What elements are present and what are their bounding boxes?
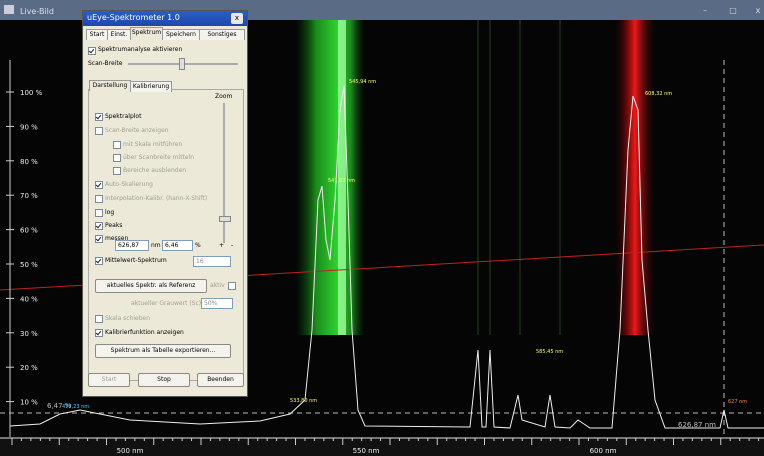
y-label: 30 %: [20, 330, 38, 338]
peak-label: 541,62 nm: [328, 178, 355, 184]
peak-label: 608,32 nm: [645, 91, 672, 97]
x-axis-strip: [0, 437, 764, 456]
spectrometer-dialog: uEye-Spektrometer 1.0 x Start Einst. Spe…: [82, 10, 248, 397]
window-title: Live-Bild: [20, 7, 54, 16]
checkbox[interactable]: [95, 127, 103, 135]
zoom-label: Zoom: [215, 93, 232, 100]
y-label: 100 %: [20, 89, 43, 97]
slider-thumb[interactable]: [179, 58, 185, 70]
y-label: 50 %: [20, 261, 38, 269]
unit: %: [195, 242, 201, 249]
checkbox[interactable]: [95, 257, 103, 265]
app-icon: [4, 5, 14, 14]
stop-button[interactable]: Stop: [138, 373, 190, 387]
x-label: 550 nm: [353, 447, 380, 455]
checkbox[interactable]: [95, 329, 103, 337]
red-band: [615, 20, 655, 335]
checkbox[interactable]: [95, 209, 103, 217]
label: Spektrumanalyse aktivieren: [98, 46, 182, 53]
x-label: 600 nm: [590, 447, 617, 455]
wavelength-input[interactable]: 626,87: [115, 240, 149, 251]
reference-button[interactable]: aktuelles Spektr. als Referenz: [95, 279, 207, 293]
option-label: Auto-Skalierung: [105, 181, 153, 188]
label: aktueller Grauwert (Sc): [131, 300, 201, 307]
label: aktiv: [210, 282, 225, 289]
zoom-thumb[interactable]: [219, 216, 231, 222]
screen: Live-Bild – □ x 100 % 90 % 80 % 70 % 60 % 50 …: [0, 0, 764, 456]
checkbox[interactable]: [95, 181, 103, 189]
unit: nm: [151, 242, 161, 249]
cursor-label: 627 nm: [728, 399, 747, 405]
subtab[interactable]: Kalibrierung: [130, 81, 172, 92]
option-label: Scan-Breite anzeigen: [105, 127, 169, 134]
checkbox[interactable]: [113, 141, 121, 149]
dialog-title: uEye-Spektrometer 1.0: [87, 13, 180, 22]
x-label: 500 nm: [117, 447, 144, 455]
option-label: log: [105, 209, 114, 216]
tab-active[interactable]: Spektrum: [130, 27, 163, 40]
option-label: Interpolation-Kalibr. (hann-X-Shift): [105, 195, 207, 202]
gray-select[interactable]: 50%: [201, 298, 233, 309]
maximize[interactable]: □: [729, 6, 737, 15]
label: Scan-Breite: [88, 60, 122, 67]
level-label: 6,47 %: [47, 402, 72, 410]
tab[interactable]: Einst.: [107, 29, 131, 40]
peak-label: 585,45 nm: [536, 349, 563, 355]
y-label: 40 %: [20, 295, 38, 303]
tab[interactable]: Start: [86, 29, 108, 40]
option-label: Bereiche ausblenden: [123, 167, 186, 174]
checkbox[interactable]: [113, 154, 121, 162]
checkbox[interactable]: [95, 195, 103, 203]
peak-label: 533,80 nm: [290, 398, 317, 404]
dialog-close[interactable]: x: [231, 13, 243, 24]
checkbox[interactable]: [228, 282, 236, 290]
subtab-active[interactable]: Darstellung: [89, 80, 131, 91]
export-button[interactable]: Spektrum als Tabelle exportieren...: [95, 344, 231, 358]
checkbox[interactable]: [88, 47, 96, 55]
y-label: 20 %: [20, 364, 38, 372]
label: Skala schieben: [105, 315, 150, 322]
option-label: Peaks: [105, 222, 122, 229]
checkbox[interactable]: [95, 315, 103, 323]
option-label: mit Skala mitführen: [123, 141, 182, 148]
tab[interactable]: Speichern: [162, 29, 200, 40]
y-label: 60 %: [20, 227, 38, 235]
cursor-readout: 626,87 nm: [678, 421, 716, 429]
label: Kalibrierfunktion anzeigen: [105, 329, 184, 336]
close[interactable]: x: [756, 6, 761, 15]
y-label: 70 %: [20, 192, 38, 200]
y-label: 90 %: [20, 123, 38, 131]
checkbox[interactable]: [95, 235, 103, 243]
y-label: 10 %: [20, 399, 38, 407]
minimize[interactable]: –: [703, 6, 707, 15]
zoom-track: [223, 103, 225, 243]
start-button[interactable]: Start: [88, 373, 130, 387]
y-label: 80 %: [20, 158, 38, 166]
minus[interactable]: -: [231, 242, 233, 249]
average-select[interactable]: 16: [193, 256, 231, 267]
plus[interactable]: +: [219, 242, 224, 249]
peak-label: 545,94 nm: [349, 79, 376, 85]
checkbox[interactable]: [113, 167, 121, 175]
checkbox[interactable]: [95, 222, 103, 230]
label: Mittelwert-Spektrum: [105, 257, 167, 264]
tab[interactable]: Sonstiges: [199, 29, 245, 40]
checkbox[interactable]: [95, 113, 103, 121]
option-label: Spektralplot: [105, 113, 141, 120]
end-button[interactable]: Beenden: [197, 373, 244, 387]
option-label: über Scanbreite mitteln: [123, 154, 194, 161]
percent-input[interactable]: 6,46: [162, 240, 193, 251]
